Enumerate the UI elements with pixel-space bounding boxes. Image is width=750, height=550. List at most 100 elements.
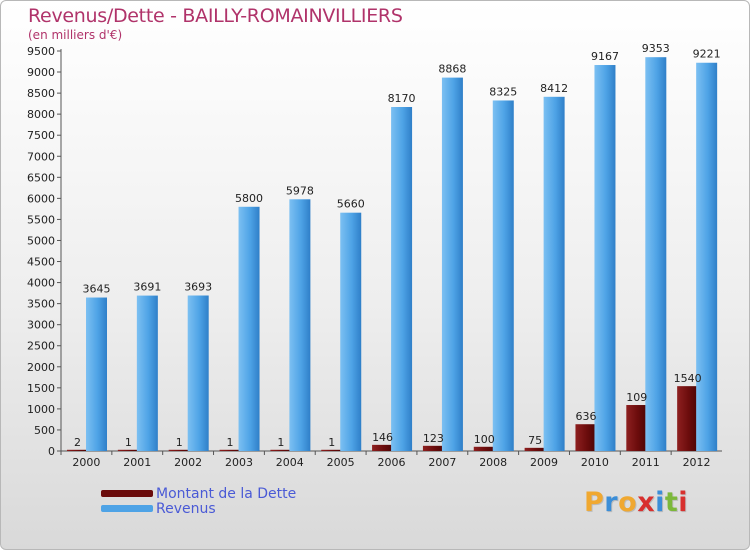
debt-bar (67, 449, 88, 451)
debt-data-label: 2 (74, 436, 81, 449)
y-tick-label: 8500 (27, 87, 55, 100)
revenue-bar (238, 206, 260, 451)
logo-letter: r (604, 487, 619, 518)
revenue-bar (696, 62, 718, 451)
revenue-bar (289, 199, 311, 451)
y-tick-label: 0 (48, 445, 55, 458)
y-axis: 0 500 1000 1500 2000 2500 3000 3500 4000 4500 5000… (27, 45, 62, 458)
y-tick-label: 1000 (27, 403, 55, 416)
revenue-data-label: 9353 (642, 42, 670, 55)
chart-subtitle: (en milliers d'€) (28, 28, 123, 42)
debt-bar (117, 449, 139, 451)
revenue-data-label: 8868 (438, 63, 466, 76)
revenue-data-label: 3693 (184, 281, 212, 294)
legend-label-revenue: Revenus (156, 501, 216, 517)
y-tick-label: 6500 (27, 171, 55, 184)
revenue-bar (187, 295, 209, 451)
debt-data-label: 146 (372, 431, 393, 444)
y-tick-label: 3500 (27, 298, 55, 311)
revenue-data-label: 5660 (337, 198, 365, 211)
chart-title: Revenus/Dette - BAILLY-ROMAINVILLIERS (28, 5, 403, 27)
y-tick-label: 5000 (27, 234, 55, 247)
x-tick-label: 2003 (225, 456, 253, 469)
logo-letter: i (678, 487, 689, 518)
debt-bar (422, 445, 444, 451)
x-tick-label: 2004 (276, 456, 304, 469)
x-tick-label: 2009 (530, 456, 558, 469)
x-axis: 2000 2001 2002 2003 2004 2005 2006 2007 2008 2009… (60, 450, 722, 469)
x-tick-label: 2001 (123, 456, 151, 469)
debt-data-label: 100 (474, 433, 495, 446)
debt-data-label: 109 (626, 391, 647, 404)
y-tick-label: 8000 (27, 108, 55, 121)
debt-data-label: 1540 (674, 372, 702, 385)
x-tick-label: 2010 (581, 456, 609, 469)
revenue-bar (340, 212, 362, 451)
logo-letter: P (584, 487, 605, 518)
debt-data-label: 123 (423, 432, 444, 445)
debt-data-label: 1 (176, 436, 183, 449)
debt-data-label: 1 (277, 436, 284, 449)
y-tick-label: 4500 (27, 256, 55, 269)
legend-swatch-revenue (101, 505, 153, 512)
debt-data-label: 75 (528, 434, 542, 447)
debt-bar (473, 446, 495, 451)
y-tick-label: 3000 (27, 319, 55, 332)
logo-letter: i (655, 487, 665, 518)
revenue-data-label: 8325 (489, 85, 517, 98)
revenue-data-label: 3645 (83, 283, 111, 296)
x-tick-label: 2007 (428, 456, 456, 469)
debt-data-label: 1 (227, 436, 234, 449)
revenue-data-label: 8412 (540, 82, 568, 95)
y-tick-label: 2500 (27, 340, 55, 353)
y-tick-label: 1500 (27, 382, 55, 395)
x-tick-label: 2005 (327, 456, 355, 469)
x-tick-label: 2002 (174, 456, 202, 469)
revenue-data-label: 8170 (388, 92, 416, 105)
debt-bar (219, 449, 241, 451)
debt-bar (524, 447, 546, 451)
logo-letter: x (637, 487, 656, 518)
x-tick-label: 2006 (378, 456, 406, 469)
revenue-data-label: 3691 (133, 281, 161, 294)
revenue-bar (391, 107, 413, 451)
revenue-bar (441, 77, 463, 451)
y-tick-label: 9500 (27, 45, 55, 58)
y-tick-label: 7500 (27, 129, 55, 142)
y-tick-label: 7000 (27, 150, 55, 163)
revenue-bar (543, 96, 565, 452)
debt-bar (372, 444, 394, 451)
debt-bar (626, 405, 648, 451)
y-tick-label: 500 (34, 424, 55, 437)
logo-letter: t (664, 487, 679, 518)
legend-swatch-debt (101, 490, 153, 497)
y-tick-label: 2000 (27, 361, 55, 374)
revenue-data-label: 5800 (235, 192, 263, 205)
revenue-data-label: 9167 (591, 50, 619, 63)
revenue-data-label: 5978 (286, 184, 314, 197)
x-tick-label: 2000 (72, 456, 100, 469)
bars (67, 57, 718, 452)
logo-letter: o (618, 487, 638, 518)
debt-data-label: 1 (328, 436, 335, 449)
y-tick-label: 6000 (27, 192, 55, 205)
x-tick-label: 2011 (632, 456, 660, 469)
legend-label-debt: Montant de la Dette (156, 486, 297, 502)
debt-bar (270, 449, 292, 451)
revenue-bar (645, 57, 667, 451)
debt-bar (321, 449, 343, 451)
revenue-bar (594, 65, 616, 451)
revenue-bar (492, 100, 514, 451)
debt-bar (575, 424, 597, 451)
x-tick-label: 2008 (479, 456, 507, 469)
data-labels: 2 3645 1 3691 1 3693 1 5800 1 5978 1 5660 146 8170 123… (74, 42, 721, 449)
y-tick-label: 4000 (27, 277, 55, 290)
x-tick-label: 2012 (683, 456, 711, 469)
revenue-bar (136, 295, 158, 451)
y-tick-label: 5500 (27, 213, 55, 226)
debt-bar (677, 386, 699, 451)
debt-data-label: 1 (125, 436, 132, 449)
y-tick-label: 9000 (27, 66, 55, 79)
